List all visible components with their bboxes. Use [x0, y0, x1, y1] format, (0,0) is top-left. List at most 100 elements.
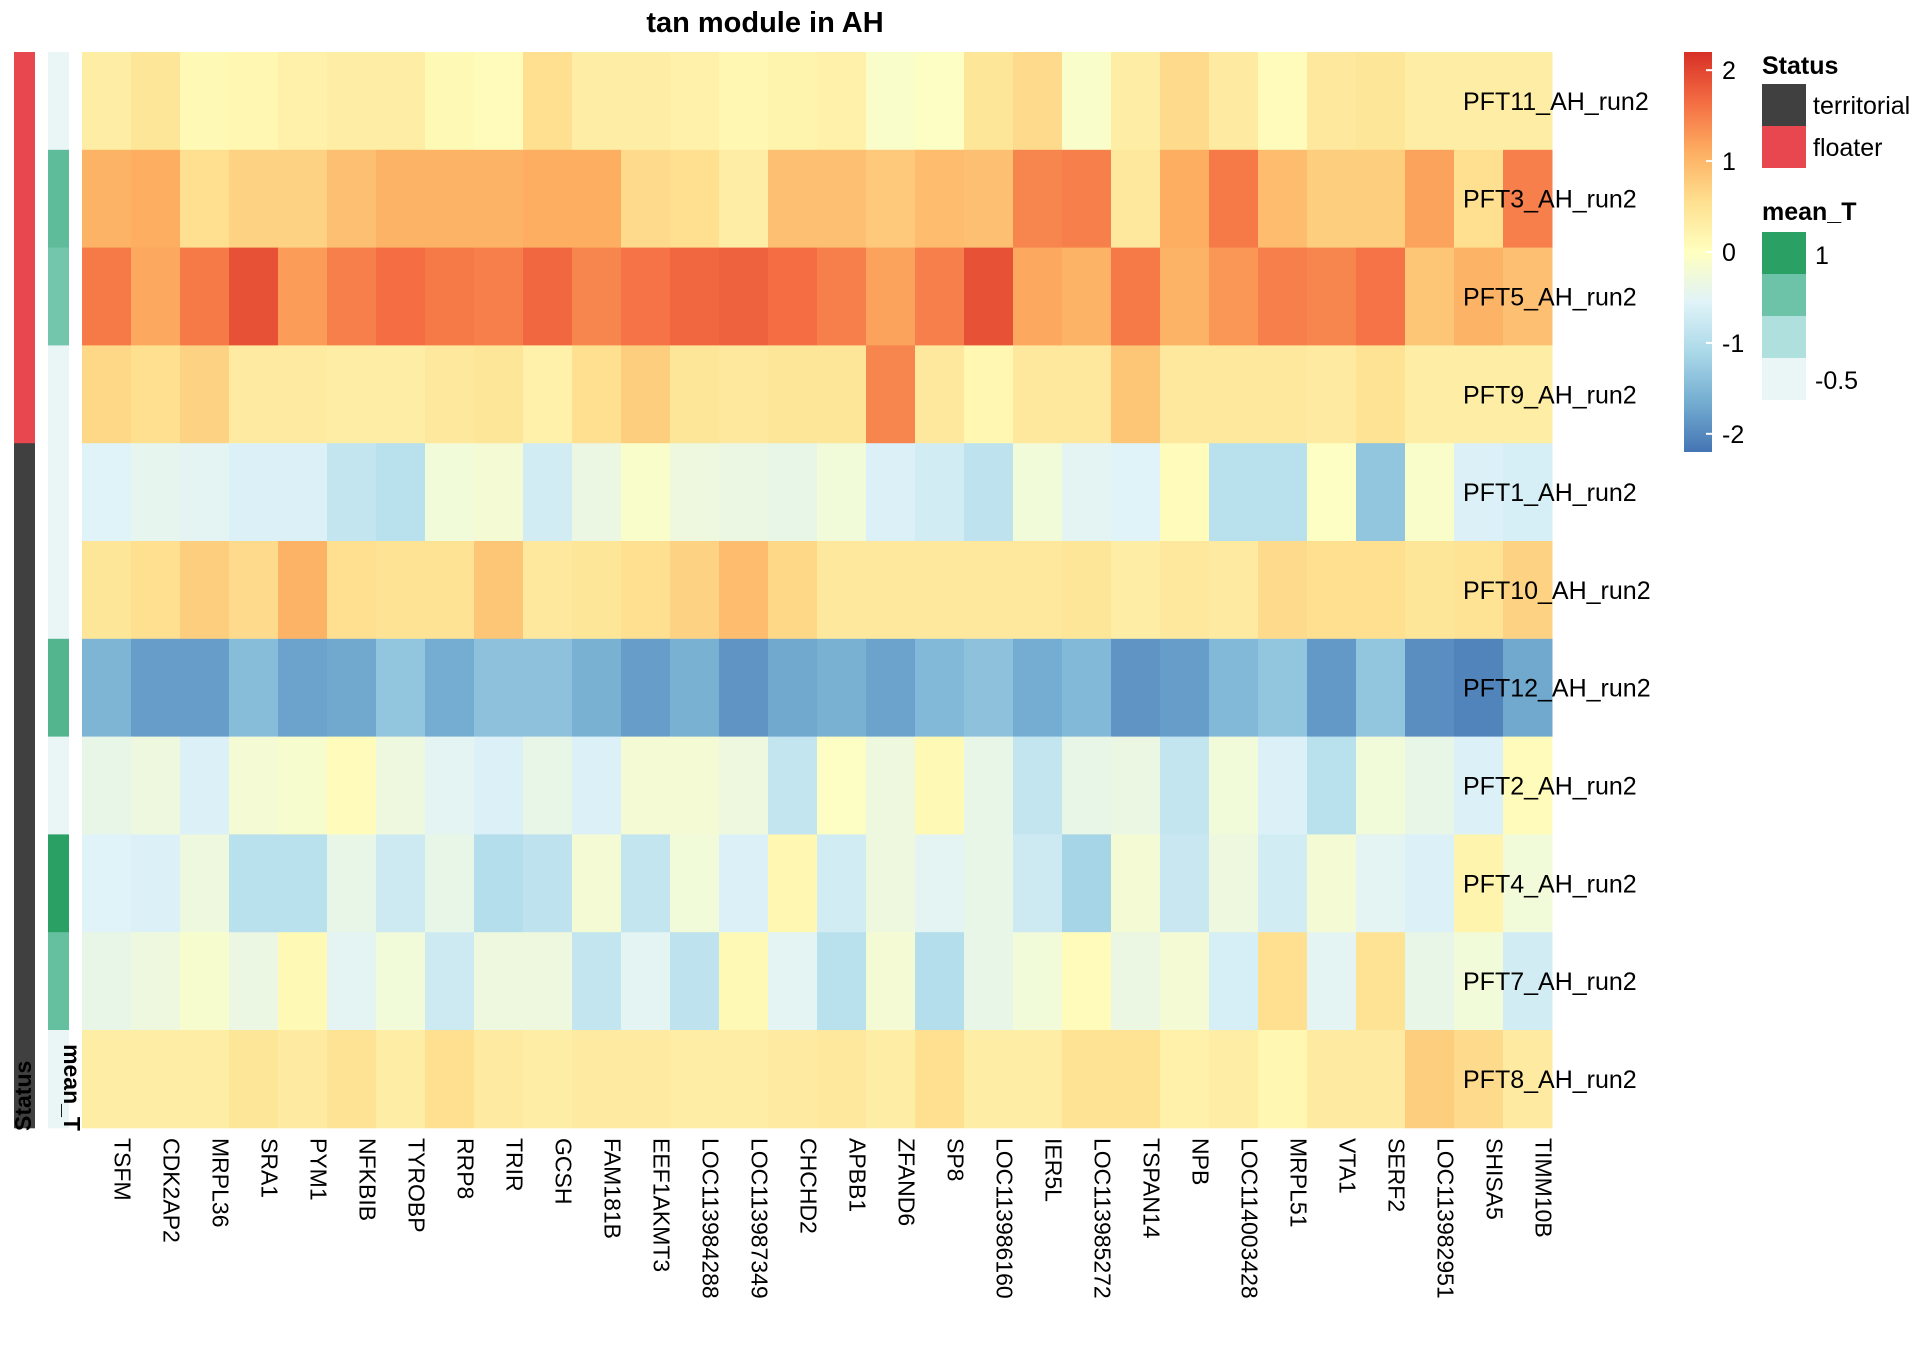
heatmap-cell	[425, 834, 475, 933]
heatmap-cell	[1503, 247, 1553, 346]
heatmap-cell	[1111, 736, 1161, 835]
heatmap-cell	[82, 932, 132, 1031]
heatmap-cell	[817, 932, 867, 1031]
sample-label: PFT10_AH_run2	[1463, 577, 1651, 605]
heatmap-cell	[523, 1030, 573, 1129]
colorbar-tick-label: 1	[1722, 148, 1736, 176]
heatmap-cell	[1307, 932, 1357, 1031]
heatmap-cell	[866, 149, 916, 249]
heatmap-cell	[180, 638, 230, 738]
heatmap-cell	[1013, 736, 1063, 835]
heatmap-cell	[1013, 443, 1063, 542]
heatmap-cell	[1356, 834, 1406, 933]
heatmap-cell	[131, 541, 181, 640]
heatmap-cell	[1111, 52, 1161, 151]
heatmap-cell	[376, 541, 426, 640]
heatmap-cell	[1062, 247, 1112, 346]
heatmap-cell	[1111, 149, 1161, 249]
heatmap-cell	[180, 149, 230, 249]
meanT-cell	[48, 345, 69, 444]
gene-label: TIMM10B	[1531, 1138, 1557, 1238]
heatmap-cell	[1356, 1030, 1406, 1129]
heatmap-cell	[1111, 345, 1161, 444]
heatmap-cell	[278, 1030, 328, 1129]
heatmap-cell	[82, 638, 132, 738]
heatmap-cell	[719, 149, 769, 249]
heatmap-cell	[1503, 736, 1553, 835]
heatmap-cell	[1111, 443, 1161, 542]
colorbar-tick-label: -2	[1722, 421, 1744, 449]
heatmap-cell	[1307, 149, 1357, 249]
heatmap-cell	[1160, 834, 1210, 933]
heatmap-cell	[82, 443, 132, 542]
heatmap-cell	[915, 443, 965, 542]
status-cell	[14, 443, 35, 542]
heatmap-cell	[425, 736, 475, 835]
heatmap-cell	[82, 345, 132, 444]
sample-label: PFT4_AH_run2	[1463, 870, 1637, 898]
meanT-cell	[48, 638, 69, 738]
heatmap-cell	[866, 638, 916, 738]
heatmap-cell	[670, 541, 720, 640]
heatmap-cell	[1062, 736, 1112, 835]
gene-label: CHCHD2	[796, 1138, 822, 1234]
heatmap-cell	[1209, 52, 1259, 151]
heatmap-cell	[768, 932, 818, 1031]
gene-label: TSPAN14	[1139, 1138, 1165, 1239]
status-legend-title: Status	[1762, 52, 1838, 80]
heatmap-cell	[82, 1030, 132, 1129]
heatmap-cell	[572, 443, 622, 542]
heatmap-cell	[278, 932, 328, 1031]
heatmap-cell	[1307, 247, 1357, 346]
heatmap-cell	[376, 1030, 426, 1129]
heatmap-cell	[180, 345, 230, 444]
heatmap-cell	[1454, 541, 1504, 640]
gene-label: LOC113987349	[747, 1138, 773, 1299]
gene-label: EEF1AKMT3	[649, 1138, 675, 1272]
heatmap-cell	[180, 541, 230, 640]
status-annotation-label: Status	[10, 1061, 36, 1131]
heatmap-cell	[1405, 932, 1455, 1031]
heatmap-cell	[915, 247, 965, 346]
meanT-legend-swatch	[1762, 358, 1806, 400]
heatmap-cell	[523, 638, 573, 738]
heatmap-cell	[1405, 247, 1455, 346]
heatmap-cell	[572, 541, 622, 640]
heatmap-cell	[474, 638, 524, 738]
heatmap-cell	[1503, 345, 1553, 444]
heatmap-cell	[278, 345, 328, 444]
heatmap-cell	[670, 932, 720, 1031]
heatmap-cell	[180, 736, 230, 835]
gene-label: PYM1	[306, 1138, 332, 1201]
heatmap-cell	[866, 247, 916, 346]
heatmap-cell	[621, 1030, 671, 1129]
gene-label: TSFM	[110, 1138, 136, 1201]
heatmap-cell	[180, 247, 230, 346]
gene-label: SERF2	[1384, 1138, 1410, 1212]
heatmap-cell	[523, 345, 573, 444]
heatmap-cell	[670, 638, 720, 738]
heatmap-cell	[1258, 52, 1308, 151]
heatmap-cell	[327, 1030, 377, 1129]
heatmap-cell	[180, 834, 230, 933]
heatmap-cell	[915, 932, 965, 1031]
heatmap-cell	[817, 52, 867, 151]
heatmap-cell	[327, 149, 377, 249]
heatmap-cell	[817, 1030, 867, 1129]
heatmap-cell	[572, 52, 622, 151]
heatmap-cell	[817, 638, 867, 738]
gene-label: NPB	[1188, 1138, 1214, 1185]
heatmap-cell	[327, 443, 377, 542]
heatmap-cell	[229, 834, 279, 933]
status-cell	[14, 932, 35, 1031]
heatmap-cell	[131, 834, 181, 933]
heatmap-cell	[82, 247, 132, 346]
heatmap-cell	[964, 443, 1014, 542]
heatmap-cell	[915, 834, 965, 933]
heatmap-cell	[1160, 247, 1210, 346]
heatmap-cell	[1356, 247, 1406, 346]
heatmap-cell	[1111, 638, 1161, 738]
heatmap-cell	[621, 638, 671, 738]
